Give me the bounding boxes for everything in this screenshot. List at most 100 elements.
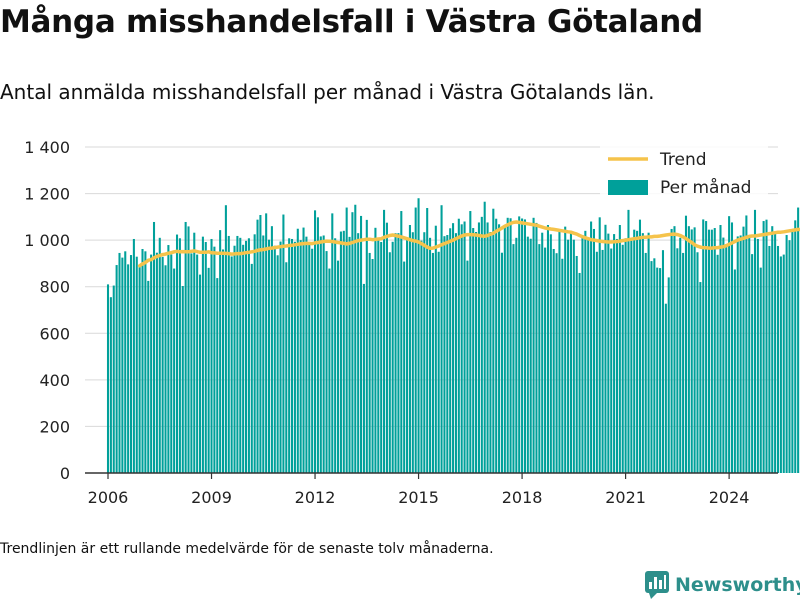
bar (578, 272, 581, 473)
bar (414, 207, 417, 474)
bar (124, 251, 127, 473)
bar (638, 219, 642, 473)
bar (797, 207, 800, 474)
y-tick-label: 200 (39, 417, 70, 436)
bar (184, 221, 187, 473)
bar (541, 232, 544, 473)
bar (736, 236, 739, 473)
brand-logo: Newsworthy (645, 570, 800, 600)
bar (716, 254, 719, 473)
x-tick-label: 2021 (605, 488, 646, 507)
bar (477, 222, 480, 473)
bar (590, 221, 593, 473)
bar (109, 297, 112, 473)
bar (546, 225, 549, 473)
bar (204, 242, 207, 473)
bar (400, 211, 403, 474)
bar (670, 228, 673, 473)
y-tick-label: 400 (39, 371, 70, 390)
bar (265, 213, 268, 473)
bar (728, 216, 731, 473)
bar (141, 248, 144, 473)
footnote: Trendlinjen är ett rullande medelvärde f… (0, 541, 494, 557)
bar (374, 227, 377, 473)
bar (115, 265, 118, 473)
bar (673, 226, 676, 473)
bar (558, 231, 561, 473)
bar (423, 232, 426, 473)
legend-bar-swatch (608, 180, 648, 195)
bar (236, 235, 239, 473)
bar (572, 239, 575, 473)
x-tick-label: 2012 (295, 488, 336, 507)
bar (791, 230, 794, 473)
bar (705, 221, 708, 473)
bar (469, 211, 472, 474)
bar (167, 245, 170, 473)
bar (656, 267, 659, 473)
bar (175, 234, 179, 473)
bar (480, 216, 483, 473)
bar (604, 224, 607, 473)
bar (233, 245, 236, 473)
bar (259, 214, 262, 473)
bar (719, 225, 722, 473)
bar (437, 251, 440, 473)
bar (397, 233, 400, 473)
bar (457, 218, 460, 473)
bar (633, 229, 636, 473)
trend-line (137, 220, 800, 268)
bar (768, 245, 771, 473)
bar (239, 237, 242, 473)
bar (190, 253, 193, 473)
bar (653, 258, 656, 473)
bar (687, 226, 690, 473)
bar (354, 204, 357, 473)
bar (365, 219, 368, 473)
y-tick-label: 1 400 (24, 138, 70, 157)
bar (170, 254, 173, 473)
bar (224, 205, 227, 473)
bar (147, 280, 150, 473)
bar (725, 246, 728, 473)
y-tick-label: 0 (60, 464, 70, 483)
x-axis: 2006 2009 2012 2015 2018 2021 2024 (85, 472, 778, 507)
bar (664, 303, 667, 473)
bar (779, 256, 782, 473)
bar (549, 234, 552, 473)
bar (521, 218, 524, 473)
bar (699, 282, 702, 473)
bar (368, 252, 371, 473)
bar (641, 233, 644, 473)
bar (785, 235, 788, 473)
bar (782, 254, 785, 473)
x-tick-label: 2006 (88, 488, 129, 507)
bar (408, 225, 411, 473)
bar (621, 244, 624, 473)
bar (305, 236, 308, 473)
bar (216, 278, 219, 473)
bar (348, 236, 351, 473)
bar (598, 217, 601, 473)
bar (661, 250, 665, 473)
bar (584, 230, 587, 473)
bar (293, 241, 296, 473)
bar (483, 201, 486, 473)
bar (500, 252, 503, 473)
bar (618, 225, 621, 473)
bar (406, 238, 409, 473)
bar (256, 219, 259, 473)
y-axis: 0 200 400 600 800 1 000 1 200 1 400 (24, 138, 70, 483)
bar (644, 252, 647, 473)
bar (475, 231, 478, 473)
bar (509, 218, 512, 473)
bar (377, 237, 380, 473)
bar (506, 217, 509, 473)
bar (730, 222, 734, 473)
bar (788, 240, 791, 473)
bar (592, 228, 596, 473)
bar (696, 252, 699, 473)
bar (679, 237, 682, 473)
bar (564, 226, 567, 473)
bar (420, 240, 423, 473)
